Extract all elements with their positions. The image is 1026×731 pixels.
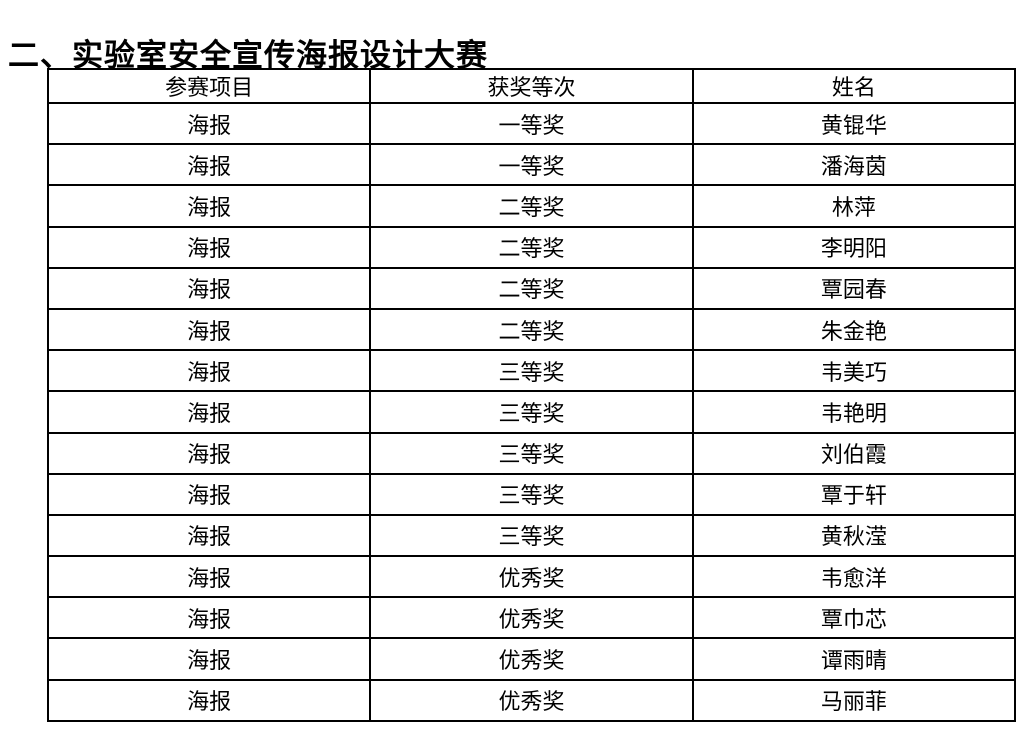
table-cell-project: 海报	[46, 307, 372, 352]
table-row: 海报 三等奖 韦美巧	[46, 349, 1017, 393]
table-cell-project: 海报	[46, 513, 372, 558]
column-header-name: 姓名	[691, 68, 1017, 104]
table-cell-award-level: 三等奖	[369, 513, 694, 558]
table-body: 海报 一等奖 黄锟华 海报 一等奖 潘海茵 海报 二等奖 林萍 海报 二等奖 李明阳 海报 二等奖 覃园春海…	[46, 101, 1017, 723]
table-cell-project: 海报	[46, 143, 372, 187]
table-cell-name: 覃园春	[691, 266, 1017, 310]
table-cell-award-level: 三等奖	[369, 472, 694, 516]
table-cell-project: 海报	[46, 678, 372, 723]
table-cell-award-level: 优秀奖	[369, 596, 694, 640]
table-cell-award-level: 一等奖	[369, 101, 694, 146]
table-cell-award-level: 优秀奖	[369, 678, 694, 723]
table-row: 海报 一等奖 黄锟华	[46, 101, 1017, 146]
table-cell-award-level: 二等奖	[369, 307, 694, 352]
table-row: 海报 二等奖 覃园春	[46, 266, 1017, 310]
table-header: 参赛项目 获奖等次 姓名	[46, 68, 1017, 104]
table-cell-name: 韦愈洋	[691, 555, 1017, 599]
column-header-award-level: 获奖等次	[369, 68, 694, 104]
table-cell-project: 海报	[46, 390, 372, 434]
table-row: 海报 二等奖 朱金艳	[46, 307, 1017, 352]
table-cell-name: 覃巾芯	[691, 596, 1017, 640]
table-row: 海报 二等奖 林萍	[46, 184, 1017, 228]
table-cell-name: 韦艳明	[691, 390, 1017, 434]
table-row: 海报 优秀奖 覃巾芯	[46, 596, 1017, 640]
table-cell-name: 李明阳	[691, 225, 1017, 269]
table-cell-award-level: 三等奖	[369, 349, 694, 393]
table-row: 海报 三等奖 刘伯霞	[46, 431, 1017, 475]
table-cell-name: 刘伯霞	[691, 431, 1017, 475]
table-cell-project: 海报	[46, 266, 372, 310]
table-cell-award-level: 三等奖	[369, 431, 694, 475]
award-results-table: 参赛项目 获奖等次 姓名 海报 一等奖 黄锟华 海报 一等奖 潘海茵 海报 二等奖 林萍 海报 二等…	[46, 68, 1017, 723]
table-cell-name: 朱金艳	[691, 307, 1017, 352]
table-row: 海报 三等奖 韦艳明	[46, 390, 1017, 434]
table-row: 海报 三等奖 覃于轩	[46, 472, 1017, 516]
table-cell-project: 海报	[46, 431, 372, 475]
table-row: 海报 三等奖 黄秋滢	[46, 513, 1017, 558]
table-cell-project: 海报	[46, 555, 372, 599]
table-cell-name: 韦美巧	[691, 349, 1017, 393]
table-row: 海报 一等奖 潘海茵	[46, 143, 1017, 187]
table-cell-award-level: 优秀奖	[369, 637, 694, 681]
table-cell-project: 海报	[46, 225, 372, 269]
table-row: 海报 优秀奖 马丽菲	[46, 678, 1017, 723]
table-row: 海报 二等奖 李明阳	[46, 225, 1017, 269]
table-cell-award-level: 二等奖	[369, 184, 694, 228]
table-cell-name: 潘海茵	[691, 143, 1017, 187]
table-cell-project: 海报	[46, 637, 372, 681]
table-cell-project: 海报	[46, 101, 372, 146]
table-cell-award-level: 二等奖	[369, 266, 694, 310]
table-row: 海报 优秀奖 谭雨晴	[46, 637, 1017, 681]
table-header-row: 参赛项目 获奖等次 姓名	[46, 68, 1017, 104]
table-cell-project: 海报	[46, 184, 372, 228]
table-cell-award-level: 一等奖	[369, 143, 694, 187]
table-cell-name: 覃于轩	[691, 472, 1017, 516]
table-cell-name: 马丽菲	[691, 678, 1017, 723]
table-cell-award-level: 三等奖	[369, 390, 694, 434]
table-cell-name: 黄锟华	[691, 101, 1017, 146]
table-cell-award-level: 优秀奖	[369, 555, 694, 599]
table-cell-award-level: 二等奖	[369, 225, 694, 269]
table-cell-name: 林萍	[691, 184, 1017, 228]
table-cell-name: 谭雨晴	[691, 637, 1017, 681]
table-row: 海报 优秀奖 韦愈洋	[46, 555, 1017, 599]
table-cell-name: 黄秋滢	[691, 513, 1017, 558]
table-cell-project: 海报	[46, 596, 372, 640]
table-cell-project: 海报	[46, 472, 372, 516]
column-header-project: 参赛项目	[46, 68, 372, 104]
page-title: 二、实验室安全宣传海报设计大赛	[8, 37, 488, 74]
table-cell-project: 海报	[46, 349, 372, 393]
